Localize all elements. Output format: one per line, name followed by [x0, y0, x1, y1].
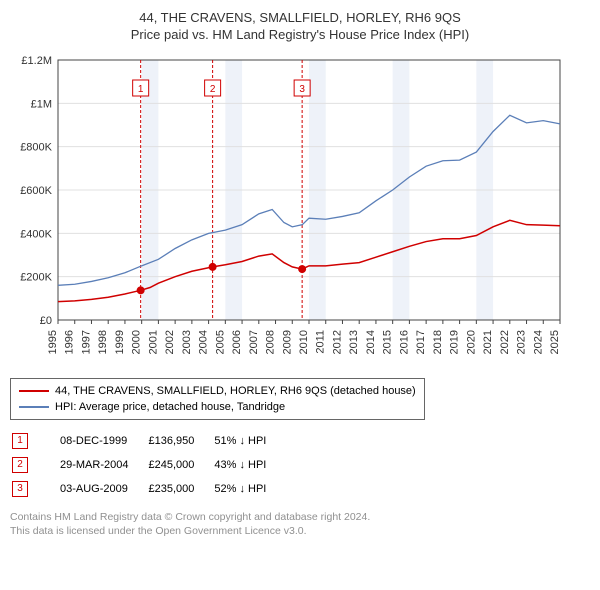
svg-text:£600K: £600K	[20, 185, 52, 197]
legend-row: HPI: Average price, detached house, Tand…	[19, 399, 416, 415]
svg-text:1998: 1998	[97, 330, 109, 354]
license-line-2: This data is licensed under the Open Gov…	[10, 524, 590, 538]
transaction-marker: 2	[12, 457, 28, 473]
transaction-price: £245,000	[148, 454, 212, 476]
svg-text:2020: 2020	[465, 330, 477, 354]
transaction-delta: 51% ↓ HPI	[214, 430, 284, 452]
svg-text:2000: 2000	[131, 330, 143, 354]
svg-text:£0: £0	[40, 315, 52, 327]
transaction-price: £235,000	[148, 478, 212, 500]
svg-text:2023: 2023	[516, 330, 528, 354]
transaction-date: 29-MAR-2004	[60, 454, 146, 476]
svg-text:2024: 2024	[532, 330, 544, 354]
table-row: 1 08-DEC-1999£136,95051% ↓ HPI	[12, 430, 284, 452]
transaction-delta: 43% ↓ HPI	[214, 454, 284, 476]
svg-text:2: 2	[210, 84, 216, 95]
svg-text:2014: 2014	[365, 330, 377, 354]
svg-text:2005: 2005	[214, 330, 226, 354]
transactions-table: 1 08-DEC-1999£136,95051% ↓ HPI 2 29-MAR-200…	[10, 428, 286, 502]
transaction-date: 08-DEC-1999	[60, 430, 146, 452]
svg-text:1999: 1999	[114, 330, 126, 354]
svg-text:2003: 2003	[181, 330, 193, 354]
transaction-price: £136,950	[148, 430, 212, 452]
svg-text:£800K: £800K	[20, 142, 52, 154]
legend-label: 44, THE CRAVENS, SMALLFIELD, HORLEY, RH6…	[55, 385, 416, 397]
svg-text:1996: 1996	[64, 330, 76, 354]
svg-text:2017: 2017	[415, 330, 427, 354]
svg-text:2019: 2019	[449, 330, 461, 354]
svg-text:2001: 2001	[147, 330, 159, 354]
chart-svg: £0 £200K £400K £600K £800K £1M £1.2M 1995 1996 19…	[10, 50, 570, 370]
svg-text:2009: 2009	[281, 330, 293, 354]
svg-text:1: 1	[138, 84, 144, 95]
legend-swatch	[19, 390, 49, 392]
license-line-1: Contains HM Land Registry data © Crown c…	[10, 510, 590, 524]
svg-text:2025: 2025	[549, 330, 561, 354]
svg-text:2012: 2012	[331, 330, 343, 354]
svg-text:2006: 2006	[231, 330, 243, 354]
svg-text:2015: 2015	[382, 330, 394, 354]
legend-row: 44, THE CRAVENS, SMALLFIELD, HORLEY, RH6…	[19, 383, 416, 399]
svg-text:1997: 1997	[80, 330, 92, 354]
transaction-marker: 1	[12, 433, 28, 449]
license-text: Contains HM Land Registry data © Crown c…	[10, 510, 590, 538]
chart-title-main: 44, THE CRAVENS, SMALLFIELD, HORLEY, RH6…	[10, 10, 590, 25]
chart-titles: 44, THE CRAVENS, SMALLFIELD, HORLEY, RH6…	[10, 10, 590, 42]
svg-text:3: 3	[299, 84, 305, 95]
svg-text:2002: 2002	[164, 330, 176, 354]
svg-text:2010: 2010	[298, 330, 310, 354]
svg-text:£200K: £200K	[20, 272, 52, 284]
svg-text:2011: 2011	[315, 330, 327, 354]
svg-text:2022: 2022	[499, 330, 511, 354]
svg-text:2021: 2021	[482, 330, 494, 354]
svg-text:£400K: £400K	[20, 228, 52, 240]
transaction-marker: 3	[12, 481, 28, 497]
svg-text:2007: 2007	[248, 330, 260, 354]
svg-text:1995: 1995	[47, 330, 59, 354]
chart-title-sub: Price paid vs. HM Land Registry's House …	[10, 27, 590, 42]
svg-text:2008: 2008	[265, 330, 277, 354]
transaction-date: 03-AUG-2009	[60, 478, 146, 500]
legend-swatch	[19, 406, 49, 408]
table-row: 3 03-AUG-2009£235,00052% ↓ HPI	[12, 478, 284, 500]
svg-text:2018: 2018	[432, 330, 444, 354]
svg-text:2016: 2016	[398, 330, 410, 354]
transaction-delta: 52% ↓ HPI	[214, 478, 284, 500]
svg-text:2004: 2004	[198, 330, 210, 354]
svg-text:£1M: £1M	[31, 98, 52, 110]
svg-text:2013: 2013	[348, 330, 360, 354]
price-chart: £0 £200K £400K £600K £800K £1M £1.2M 1995 1996 19…	[10, 50, 590, 370]
legend-label: HPI: Average price, detached house, Tand…	[55, 401, 285, 413]
table-row: 2 29-MAR-2004£245,00043% ↓ HPI	[12, 454, 284, 476]
svg-text:£1.2M: £1.2M	[21, 55, 52, 67]
chart-legend: 44, THE CRAVENS, SMALLFIELD, HORLEY, RH6…	[10, 378, 425, 420]
